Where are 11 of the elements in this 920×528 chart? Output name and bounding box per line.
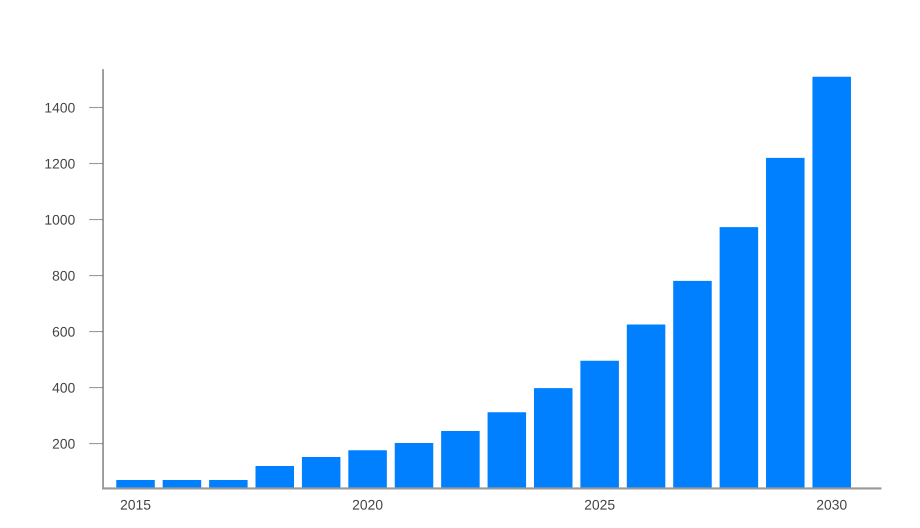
x-tick-label: 2015 (120, 500, 150, 510)
y-tick-label: 1000 (45, 214, 75, 225)
y-tick-label: 800 (52, 270, 75, 281)
y-tick-label: 1400 (45, 102, 75, 113)
y-tick-label: 1200 (45, 158, 75, 169)
x-tick-label: 2025 (584, 500, 615, 510)
y-tick-label: 400 (52, 382, 75, 393)
y-tick-label: 600 (52, 326, 75, 337)
x-tick-label: 2020 (352, 500, 382, 510)
y-tick-label: 200 (52, 438, 75, 449)
x-tick-label: 2030 (816, 500, 847, 510)
